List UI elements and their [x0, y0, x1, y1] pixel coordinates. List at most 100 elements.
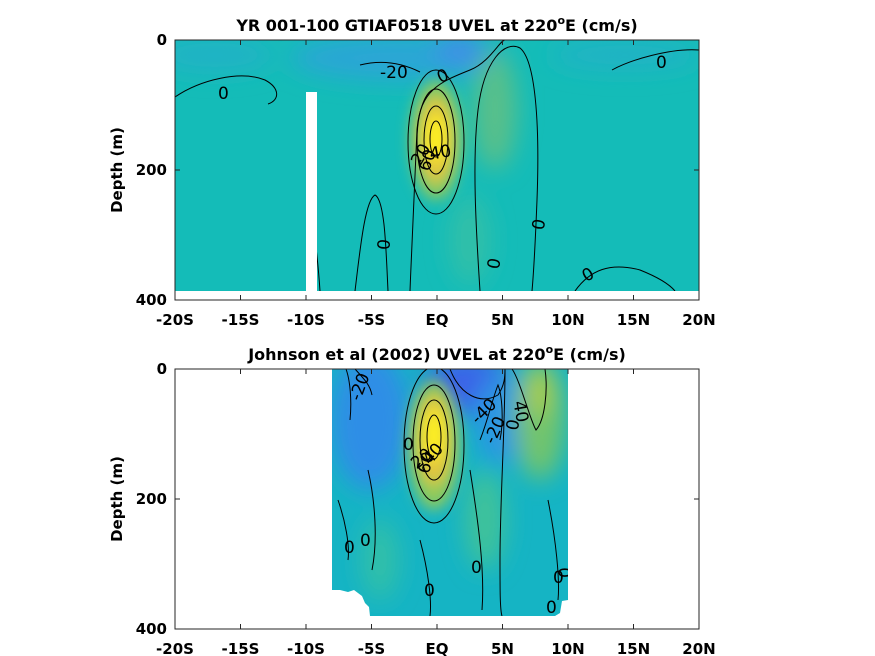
top-x-tick-label: EQ	[426, 311, 449, 329]
bottom-y-tick-label: 0	[157, 360, 167, 378]
bottom-contour-deep-n	[469, 469, 484, 611]
bottom-x-tick-label: -10S	[287, 640, 325, 656]
top-x-tick-label: 10N	[551, 311, 584, 329]
bottom-title: Johnson et al (2002) UVEL at 220oE (cm/s…	[247, 343, 626, 364]
bottom-x-tick-label: 20N	[682, 640, 715, 656]
top-deep-jet	[450, 195, 490, 285]
bottom-contour-deep-e	[547, 499, 560, 601]
bottom-y-tick-label: 200	[136, 490, 167, 508]
top-contour-0	[407, 69, 465, 215]
top-contour-m20	[359, 61, 421, 73]
top-x-ticks: -20S -15S -10S -5S EQ 5N 10N 15N 20N	[156, 40, 716, 329]
top-x-tick-label: -15S	[222, 311, 260, 329]
bottom-x-tick-label: EQ	[426, 640, 449, 656]
bottom-clabel-0g: 0	[553, 568, 564, 588]
top-y-tick-label: 0	[157, 31, 167, 49]
top-east-shallow	[550, 41, 699, 69]
top-west-shallow	[175, 40, 275, 71]
bottom-x-tick-label: -15S	[222, 640, 260, 656]
bottom-clabel-0e: 0	[471, 558, 482, 578]
bottom-title-tail: E (cm/s)	[553, 345, 626, 364]
top-contour-east	[611, 49, 699, 71]
bottom-clabel-0d: 0	[360, 531, 371, 551]
top-contour-deep-e	[574, 266, 676, 291]
bottom-necc-core	[525, 369, 555, 415]
bottom-contour-60	[426, 414, 442, 460]
bottom-contour-w1	[345, 369, 352, 421]
top-contours	[175, 40, 699, 291]
bottom-contour-m20b	[479, 383, 503, 441]
bottom-panel: Johnson et al (2002) UVEL at 220oE (cm/s…	[108, 343, 716, 656]
bottom-y-tick-label: 400	[136, 620, 167, 638]
bottom-clabel-40n: 40	[508, 399, 531, 424]
bottom-title-main: Johnson et al (2002) UVEL at 220	[247, 345, 545, 364]
bottom-ylabel: Depth (m)	[108, 456, 126, 542]
top-clabel-0e: 0	[529, 217, 551, 231]
top-x-tick-label: -5S	[358, 311, 385, 329]
bottom-contour-deep-eq	[419, 539, 431, 616]
bottom-contour-m20a	[354, 369, 373, 396]
bottom-deep-north	[465, 470, 505, 570]
bottom-contour-40n	[511, 369, 547, 431]
bottom-x-tick-label: -5S	[358, 640, 385, 656]
top-title-main: YR 001-100 GTIAF0518 UVEL at 220	[235, 16, 557, 35]
bottom-clabel-0b: 0	[403, 435, 414, 455]
top-x-tick-label: 15N	[617, 311, 650, 329]
top-clabel-0c: 0	[656, 53, 667, 73]
top-panel: YR 001-100 GTIAF0518 UVEL at 220oE (cm/s…	[108, 14, 716, 329]
top-contour-40	[423, 105, 449, 175]
bottom-clabel-0c: 0	[344, 538, 355, 558]
bottom-secondary-westward	[475, 375, 525, 465]
top-title-tail: E (cm/s)	[565, 16, 638, 35]
bottom-contour-0n	[499, 369, 506, 616]
top-clabel-40: 40	[428, 141, 453, 164]
top-clabel-m20: -20	[380, 63, 408, 83]
bottom-contour-0	[403, 369, 465, 524]
bottom-clabel-0h: 0	[546, 598, 557, 618]
bottom-contour-40	[419, 399, 449, 481]
top-clabel-0d: 0	[374, 238, 395, 251]
bottom-clabel-0i: 0	[556, 567, 576, 578]
top-contour-nj	[474, 45, 539, 291]
bottom-euc-core	[425, 409, 443, 461]
top-x-tick-label: -20S	[156, 311, 194, 329]
bottom-title-degree: o	[546, 343, 554, 356]
top-westward-core	[435, 40, 485, 66]
bottom-x-tick-label: -20S	[156, 640, 194, 656]
bottom-contours	[337, 369, 560, 616]
top-ylabel: Depth (m)	[108, 127, 126, 213]
bottom-contour-w2	[337, 499, 349, 561]
bottom-field: -20 -40 -20 0 40 0 20 40 60 0 0 0 0 0 0 …	[332, 369, 576, 618]
top-clabel-0b: 0	[218, 84, 229, 104]
bottom-clabel-0a: 0	[503, 418, 525, 432]
top-title-degree: o	[557, 14, 565, 27]
top-field: -20 0 0 20 40 60 0 0 0 0 0	[175, 40, 699, 291]
top-contour-60	[429, 120, 443, 158]
top-clabel-0f: 0	[484, 257, 506, 271]
top-y-tick-label: 400	[136, 291, 167, 309]
bottom-x-tick-label: 5N	[491, 640, 514, 656]
top-x-tick-label: -10S	[287, 311, 325, 329]
top-y-tick-label: 200	[136, 161, 167, 179]
bottom-west-westward	[332, 369, 410, 490]
bottom-contour-w3	[367, 469, 376, 571]
top-title: YR 001-100 GTIAF0518 UVEL at 220oE (cm/s…	[235, 14, 637, 35]
bottom-contour-20	[412, 384, 456, 502]
top-no-data-strip	[306, 92, 317, 291]
bottom-x-tick-label: 15N	[617, 640, 650, 656]
bottom-x-tick-label: 10N	[551, 640, 584, 656]
top-contour-west	[175, 75, 278, 105]
bottom-x-ticks: -20S -15S -10S -5S EQ 5N 10N 15N 20N	[156, 369, 716, 656]
top-x-tick-label: 20N	[682, 311, 715, 329]
top-contour-deep-w	[354, 194, 389, 291]
top-northern-jet	[473, 50, 517, 170]
bottom-deep-south	[362, 520, 398, 600]
top-x-tick-label: 5N	[491, 311, 514, 329]
bottom-clabel-0f: 0	[424, 581, 435, 601]
top-contour-westward-edge	[409, 40, 506, 291]
